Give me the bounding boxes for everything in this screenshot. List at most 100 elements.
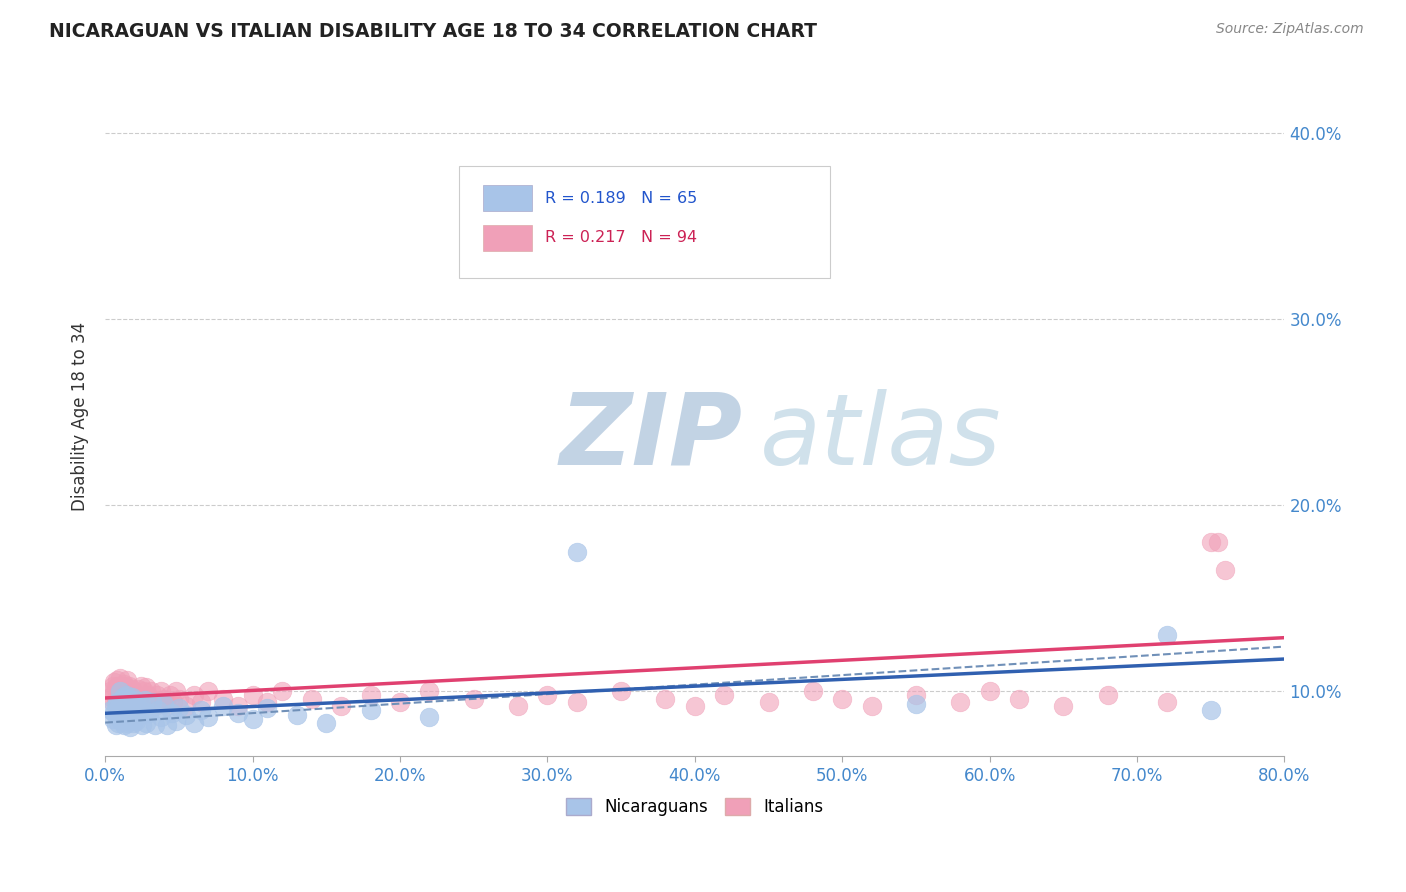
Point [110, 679, 132, 693]
FancyBboxPatch shape [458, 166, 831, 277]
Point [120, 699, 142, 714]
Point [197, 684, 219, 698]
Point [904, 697, 927, 711]
Point [330, 699, 353, 714]
Point [1156, 695, 1178, 709]
Point [108, 710, 131, 724]
Point [713, 688, 735, 702]
Point [135, 715, 157, 730]
Point [1215, 563, 1237, 577]
Bar [482, 225, 531, 251]
Point [121, 693, 143, 707]
Point [212, 699, 235, 714]
Point [104, 699, 127, 714]
Point [242, 712, 264, 726]
Point [156, 699, 179, 714]
Point [98, 684, 121, 698]
Point [105, 684, 128, 698]
Point [118, 679, 141, 693]
Point [128, 690, 150, 704]
Point [565, 544, 588, 558]
Point [129, 697, 152, 711]
Point [183, 688, 205, 702]
Point [138, 695, 160, 709]
Point [112, 688, 135, 702]
Point [107, 715, 129, 730]
Point [226, 699, 249, 714]
Point [111, 690, 134, 704]
Point [143, 717, 166, 731]
Point [115, 691, 138, 706]
Point [124, 686, 146, 700]
Point [979, 684, 1001, 698]
Point [107, 701, 129, 715]
Point [271, 684, 294, 698]
Point [174, 699, 197, 714]
Point [124, 697, 146, 711]
Point [125, 714, 148, 728]
Point [112, 717, 135, 731]
Point [115, 710, 138, 724]
Point [117, 695, 139, 709]
Point [118, 690, 141, 704]
Point [108, 697, 131, 711]
Point [138, 706, 160, 721]
Point [117, 715, 139, 730]
Point [121, 682, 143, 697]
Point [103, 706, 125, 721]
Point [131, 717, 153, 731]
Point [101, 695, 124, 709]
Point [121, 710, 143, 724]
Point [124, 693, 146, 707]
Point [117, 684, 139, 698]
Point [418, 684, 440, 698]
Point [165, 684, 187, 698]
Point [108, 671, 131, 685]
Point [110, 690, 132, 704]
Point [1008, 691, 1031, 706]
Point [197, 710, 219, 724]
Point [160, 706, 183, 721]
Point [610, 684, 633, 698]
Point [136, 688, 159, 702]
Point [949, 695, 972, 709]
Point [118, 691, 141, 706]
Point [125, 693, 148, 707]
Point [174, 708, 197, 723]
Point [153, 691, 176, 706]
Point [110, 714, 132, 728]
Point [131, 695, 153, 709]
Point [105, 708, 128, 723]
Point [122, 715, 145, 730]
Point [212, 691, 235, 706]
Point [153, 697, 176, 711]
Point [418, 710, 440, 724]
Point [108, 684, 131, 698]
Point [103, 686, 125, 700]
Point [108, 693, 131, 707]
Point [141, 691, 163, 706]
Point [115, 688, 138, 702]
Bar [482, 186, 531, 211]
Legend: Nicaraguans, Italians: Nicaraguans, Italians [560, 791, 830, 822]
Point [121, 690, 143, 704]
Point [132, 705, 155, 719]
Point [256, 701, 278, 715]
Point [360, 688, 382, 702]
Point [536, 688, 558, 702]
Point [389, 695, 412, 709]
Point [285, 708, 308, 723]
Point [100, 703, 122, 717]
Point [134, 691, 156, 706]
Point [1199, 703, 1222, 717]
Point [107, 688, 129, 702]
Point [107, 679, 129, 693]
Point [167, 701, 190, 715]
Point [150, 684, 173, 698]
Point [226, 706, 249, 721]
Point [1156, 628, 1178, 642]
Point [165, 714, 187, 728]
Point [143, 699, 166, 714]
Point [159, 688, 181, 702]
Point [139, 684, 162, 698]
